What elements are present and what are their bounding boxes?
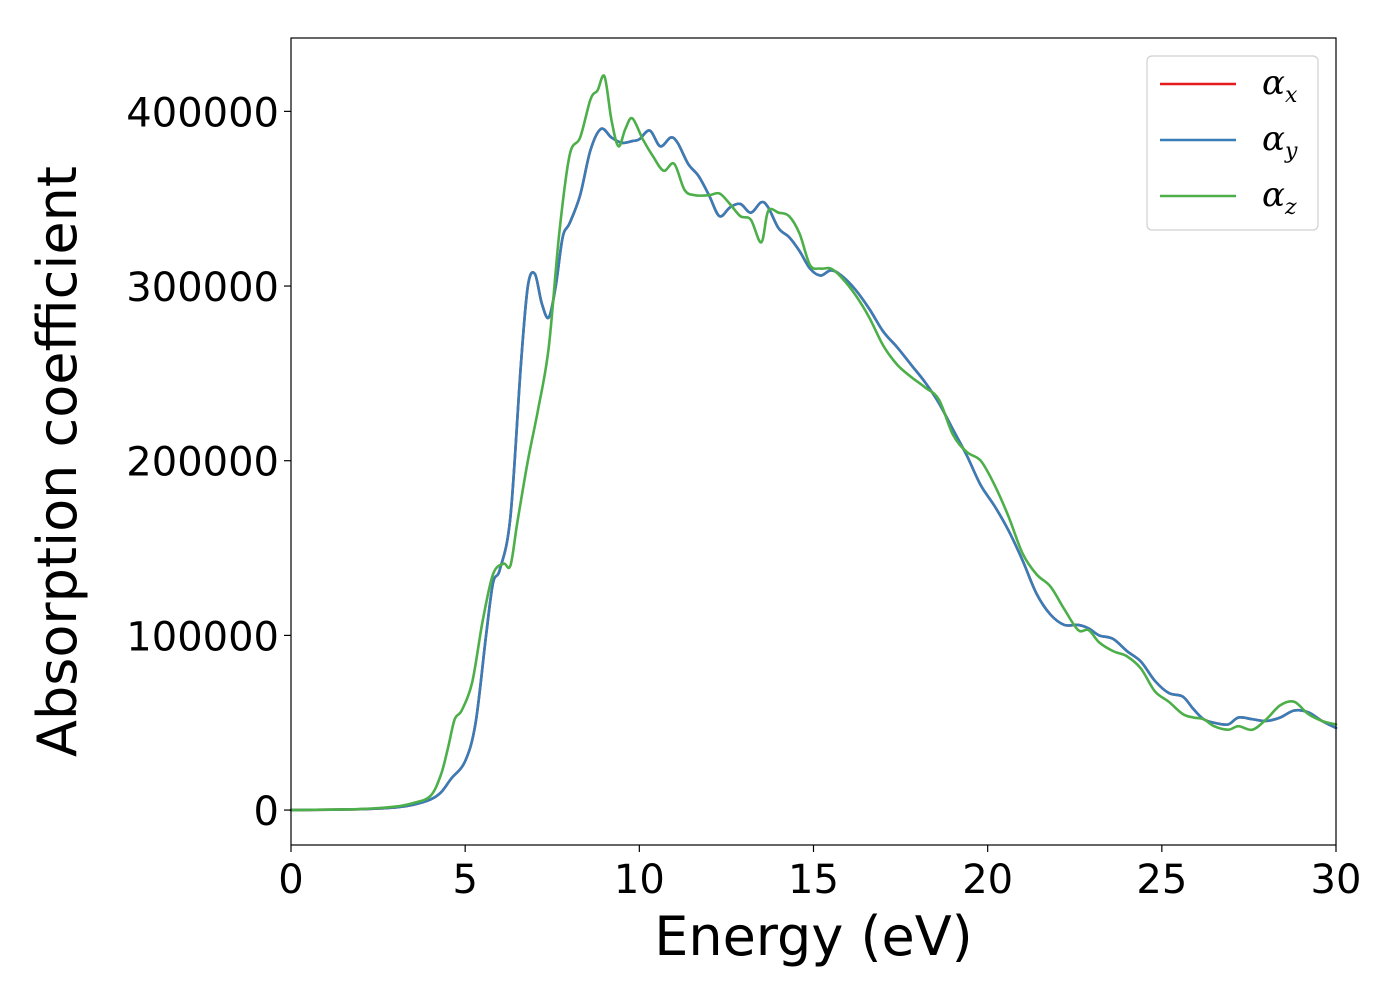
x-tick-label: 0 (278, 857, 303, 903)
series-layer (289, 74, 1338, 812)
x-tick-label: 30 (1311, 857, 1362, 903)
series-line-y (289, 127, 1338, 812)
y-tick-label: 400000 (126, 90, 279, 136)
legend-label-z: αz (1262, 175, 1297, 220)
x-tick-label: 10 (614, 857, 665, 903)
y-axis: 0 100000 200000 300000 400000 (126, 90, 291, 835)
y-tick-label: 300000 (126, 265, 279, 311)
x-tick-label: 20 (962, 857, 1013, 903)
x-tick-label: 25 (1136, 857, 1187, 903)
x-tick-label: 5 (452, 857, 477, 903)
y-tick-label: 0 (254, 789, 279, 835)
y-tick-label: 100000 (126, 614, 279, 660)
y-tick-label: 200000 (126, 440, 279, 486)
legend-label-x: αx (1262, 63, 1298, 108)
legend-box (1146, 55, 1319, 231)
legend-label-y: αy (1262, 119, 1298, 164)
x-tick-label: 15 (788, 857, 839, 903)
x-axis-label: Energy (eV) (654, 905, 973, 968)
legend: αx αy αz (1146, 55, 1319, 231)
y-axis-label: Absorption coefficient (26, 166, 89, 757)
series-line-z (289, 74, 1338, 812)
x-axis: 0 5 10 15 20 25 30 (278, 845, 1361, 903)
